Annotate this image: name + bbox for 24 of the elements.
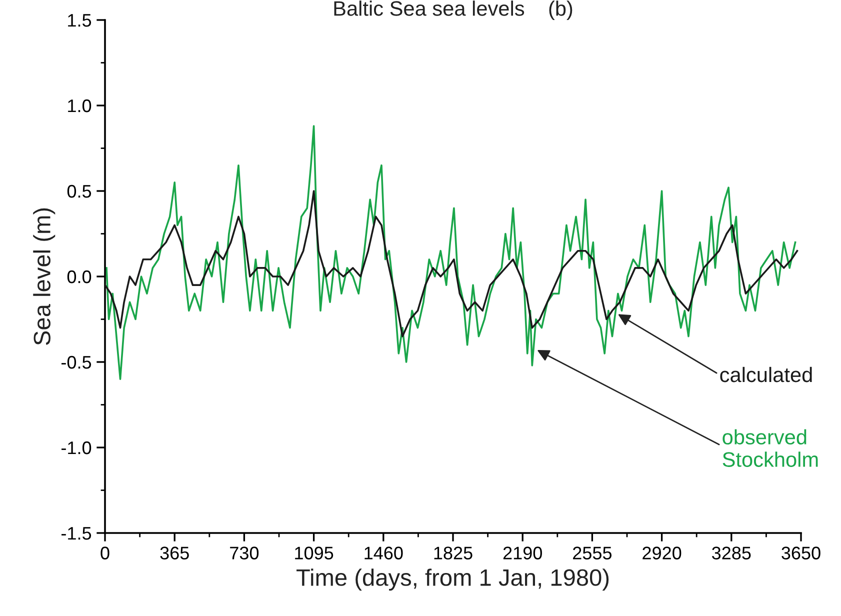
x-tick-label: 3285 [712,546,751,560]
y-tick-label: -1.5 [62,527,92,540]
y-axis-title: Sea level (m) [33,208,56,345]
y-tick-label: 0.5 [67,184,92,198]
x-tick-label: 3650 [782,546,820,560]
y-tick-label: 1.5 [68,14,92,27]
x-tick-label: 1460 [364,546,403,560]
y-tick-label: 1.0 [68,99,92,112]
annotation: observed Stockholm [722,429,818,467]
y-tick-label: -1.0 [62,441,92,454]
x-tick-label: 1825 [434,546,472,560]
y-tick-label: 0.0 [67,270,92,284]
x-tick-label: 2555 [573,546,612,560]
line-series [105,190,798,338]
x-tick-label: 2920 [642,546,682,560]
x-tick-label: 365 [160,546,189,560]
x-tick-label: 0 [100,546,110,560]
x-tick-label: 2190 [503,546,542,560]
annotation: calculated [720,366,812,382]
x-axis-title: Time (days, from 1 Jan, 1980) [296,568,609,591]
x-tick-label: 1095 [295,546,334,560]
x-tick-label: 730 [230,546,259,560]
chart-title: Baltic Sea sea levels (b) [334,0,572,20]
y-tick-label: -0.5 [62,356,92,369]
